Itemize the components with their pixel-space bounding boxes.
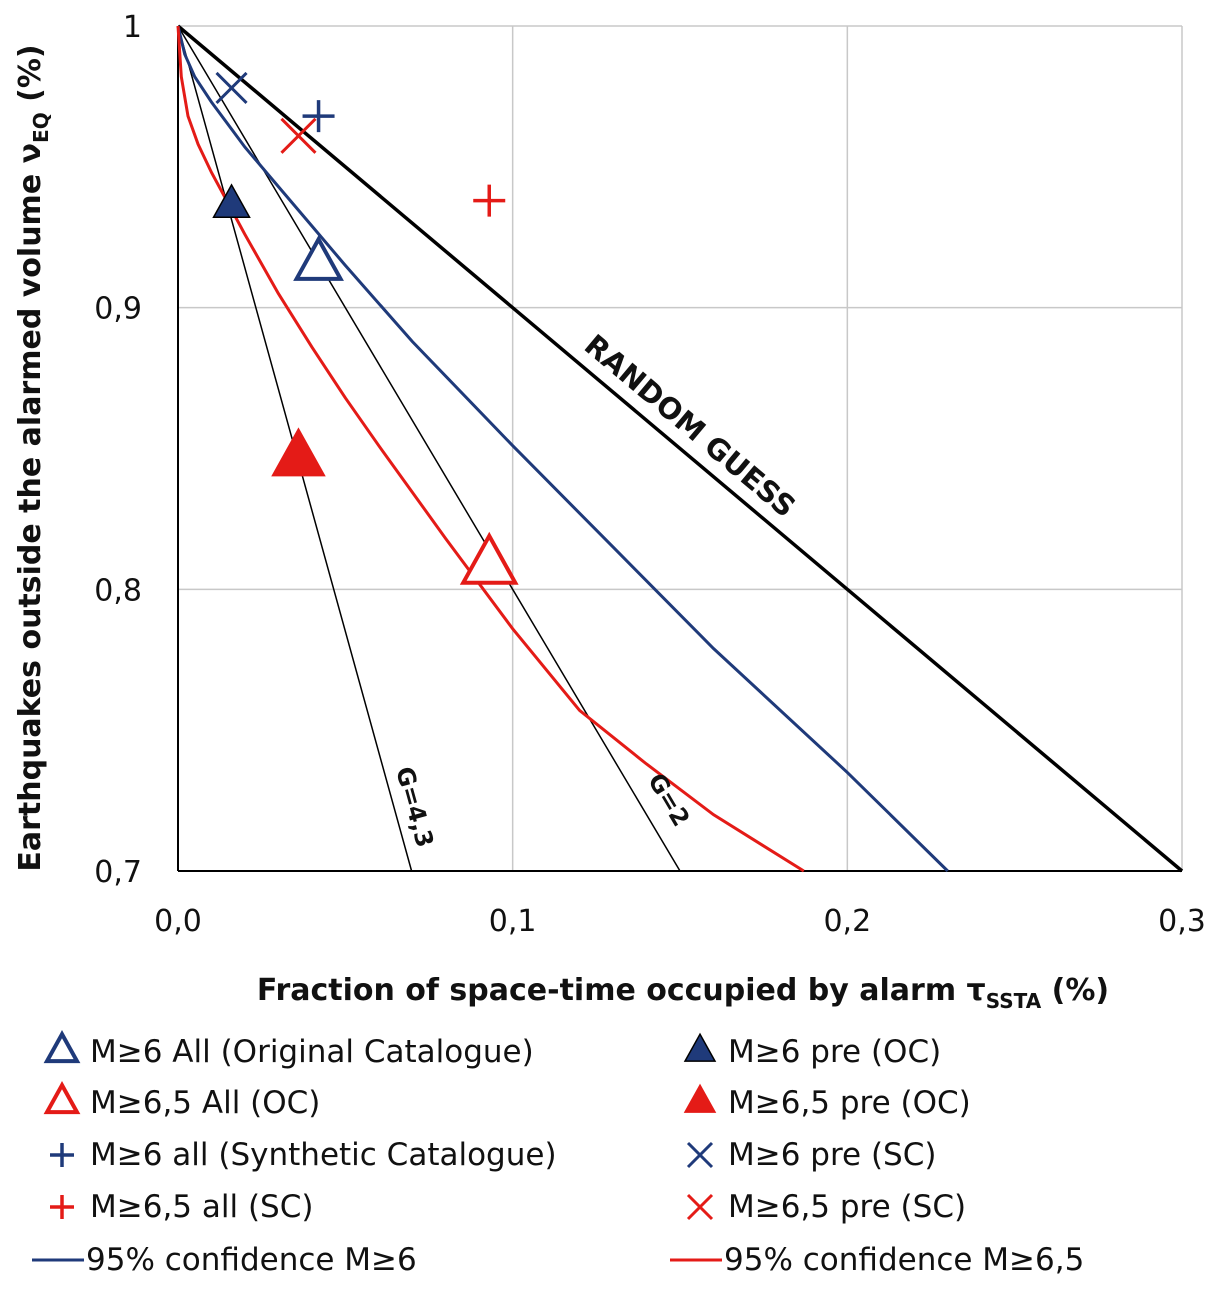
data-point <box>212 183 251 219</box>
data-point <box>293 235 344 281</box>
legend-item: M≥6 pre (OC) <box>683 1032 941 1070</box>
y-axis-title: Earthquakes outside the alarmed volume ν… <box>13 44 53 871</box>
reference-lines <box>176 24 1184 873</box>
legend-item: M≥6,5 All (OC) <box>43 1081 320 1121</box>
legend-marker-shape <box>683 1083 717 1113</box>
y-tick-label: 0,7 <box>94 855 142 890</box>
x-tick-label: 0,0 <box>154 904 202 939</box>
data-point-shape <box>459 531 519 585</box>
legend-item: 95% confidence M≥6 <box>32 1242 417 1278</box>
legend-label: M≥6 pre (SC) <box>728 1137 936 1173</box>
confidence-lines <box>176 25 949 873</box>
y-axis-title-subscript: EQ <box>29 112 53 143</box>
data-point-shape <box>293 235 344 281</box>
legend-item: M≥6 all (Synthetic Catalogue) <box>50 1137 557 1173</box>
data-point <box>473 184 506 217</box>
legend-marker <box>686 1141 714 1169</box>
legend-marker-shape <box>43 1030 81 1064</box>
legend-marker <box>50 1195 74 1219</box>
markers <box>212 71 519 585</box>
legend-item: M≥6,5 pre (SC) <box>686 1189 966 1225</box>
legend-marker-shape <box>43 1081 81 1115</box>
legend-marker <box>43 1081 81 1115</box>
legend-label: M≥6,5 all (SC) <box>90 1189 313 1225</box>
legend-label: M≥6,5 All (OC) <box>90 1085 320 1121</box>
y-tick-label: 0,9 <box>94 292 142 327</box>
x-axis-title-subscript: SSTA <box>986 989 1042 1013</box>
legend-item: M≥6 pre (SC) <box>686 1137 936 1173</box>
legend: M≥6 All (Original Catalogue) M≥6 pre (OC)… <box>32 1030 1084 1278</box>
data-point <box>271 427 326 477</box>
gain-line <box>177 25 681 872</box>
legend-label: M≥6 All (Original Catalogue) <box>90 1034 534 1070</box>
x-tick-label: 0,2 <box>823 904 871 939</box>
legend-marker-b <box>686 1141 714 1169</box>
confidence-curve <box>176 25 805 873</box>
y-tick-label: 0,8 <box>94 573 142 608</box>
data-point <box>280 117 317 154</box>
legend-marker <box>686 1193 714 1221</box>
x-axis-title: Fraction of space-time occupied by alarm… <box>257 973 1109 1013</box>
data-point-shape <box>212 183 251 219</box>
legend-marker <box>683 1032 717 1062</box>
legend-item: M≥6 All (Original Catalogue) <box>43 1030 534 1070</box>
x-tick-label: 0,3 <box>1158 904 1206 939</box>
data-point-shape <box>271 427 326 477</box>
legend-item: 95% confidence M≥6,5 <box>670 1242 1084 1278</box>
legend-label: 95% confidence M≥6 <box>86 1242 417 1278</box>
data-point <box>459 531 519 585</box>
random-guess-line <box>176 24 1184 873</box>
confidence-curve <box>176 25 949 873</box>
tick-labels: 0,0 0,1 0,2 0,3 0,7 0,8 0,9 1 <box>94 10 1206 939</box>
legend-label: M≥6,5 pre (SC) <box>728 1189 966 1225</box>
legend-label: M≥6 pre (OC) <box>728 1034 941 1070</box>
legend-marker-b <box>686 1193 714 1221</box>
random-guess-label: RANDOM GUESS <box>578 328 802 524</box>
legend-marker <box>43 1030 81 1064</box>
data-point <box>215 71 248 105</box>
data-point <box>302 100 335 133</box>
legend-item: M≥6,5 all (SC) <box>50 1189 313 1225</box>
legend-marker-shape <box>683 1032 717 1062</box>
x-tick-label: 0,1 <box>489 904 537 939</box>
legend-label: M≥6,5 pre (OC) <box>728 1085 971 1121</box>
legend-item: M≥6,5 pre (OC) <box>683 1083 971 1121</box>
legend-label: 95% confidence M≥6,5 <box>724 1242 1084 1278</box>
legend-label: M≥6 all (Synthetic Catalogue) <box>90 1137 557 1173</box>
data-point-b <box>280 117 317 154</box>
data-point-b <box>215 71 248 105</box>
legend-marker <box>683 1083 717 1113</box>
gain-line-label: G=4,3 <box>390 764 439 851</box>
legend-marker <box>50 1143 74 1167</box>
y-tick-label: 1 <box>123 10 142 45</box>
